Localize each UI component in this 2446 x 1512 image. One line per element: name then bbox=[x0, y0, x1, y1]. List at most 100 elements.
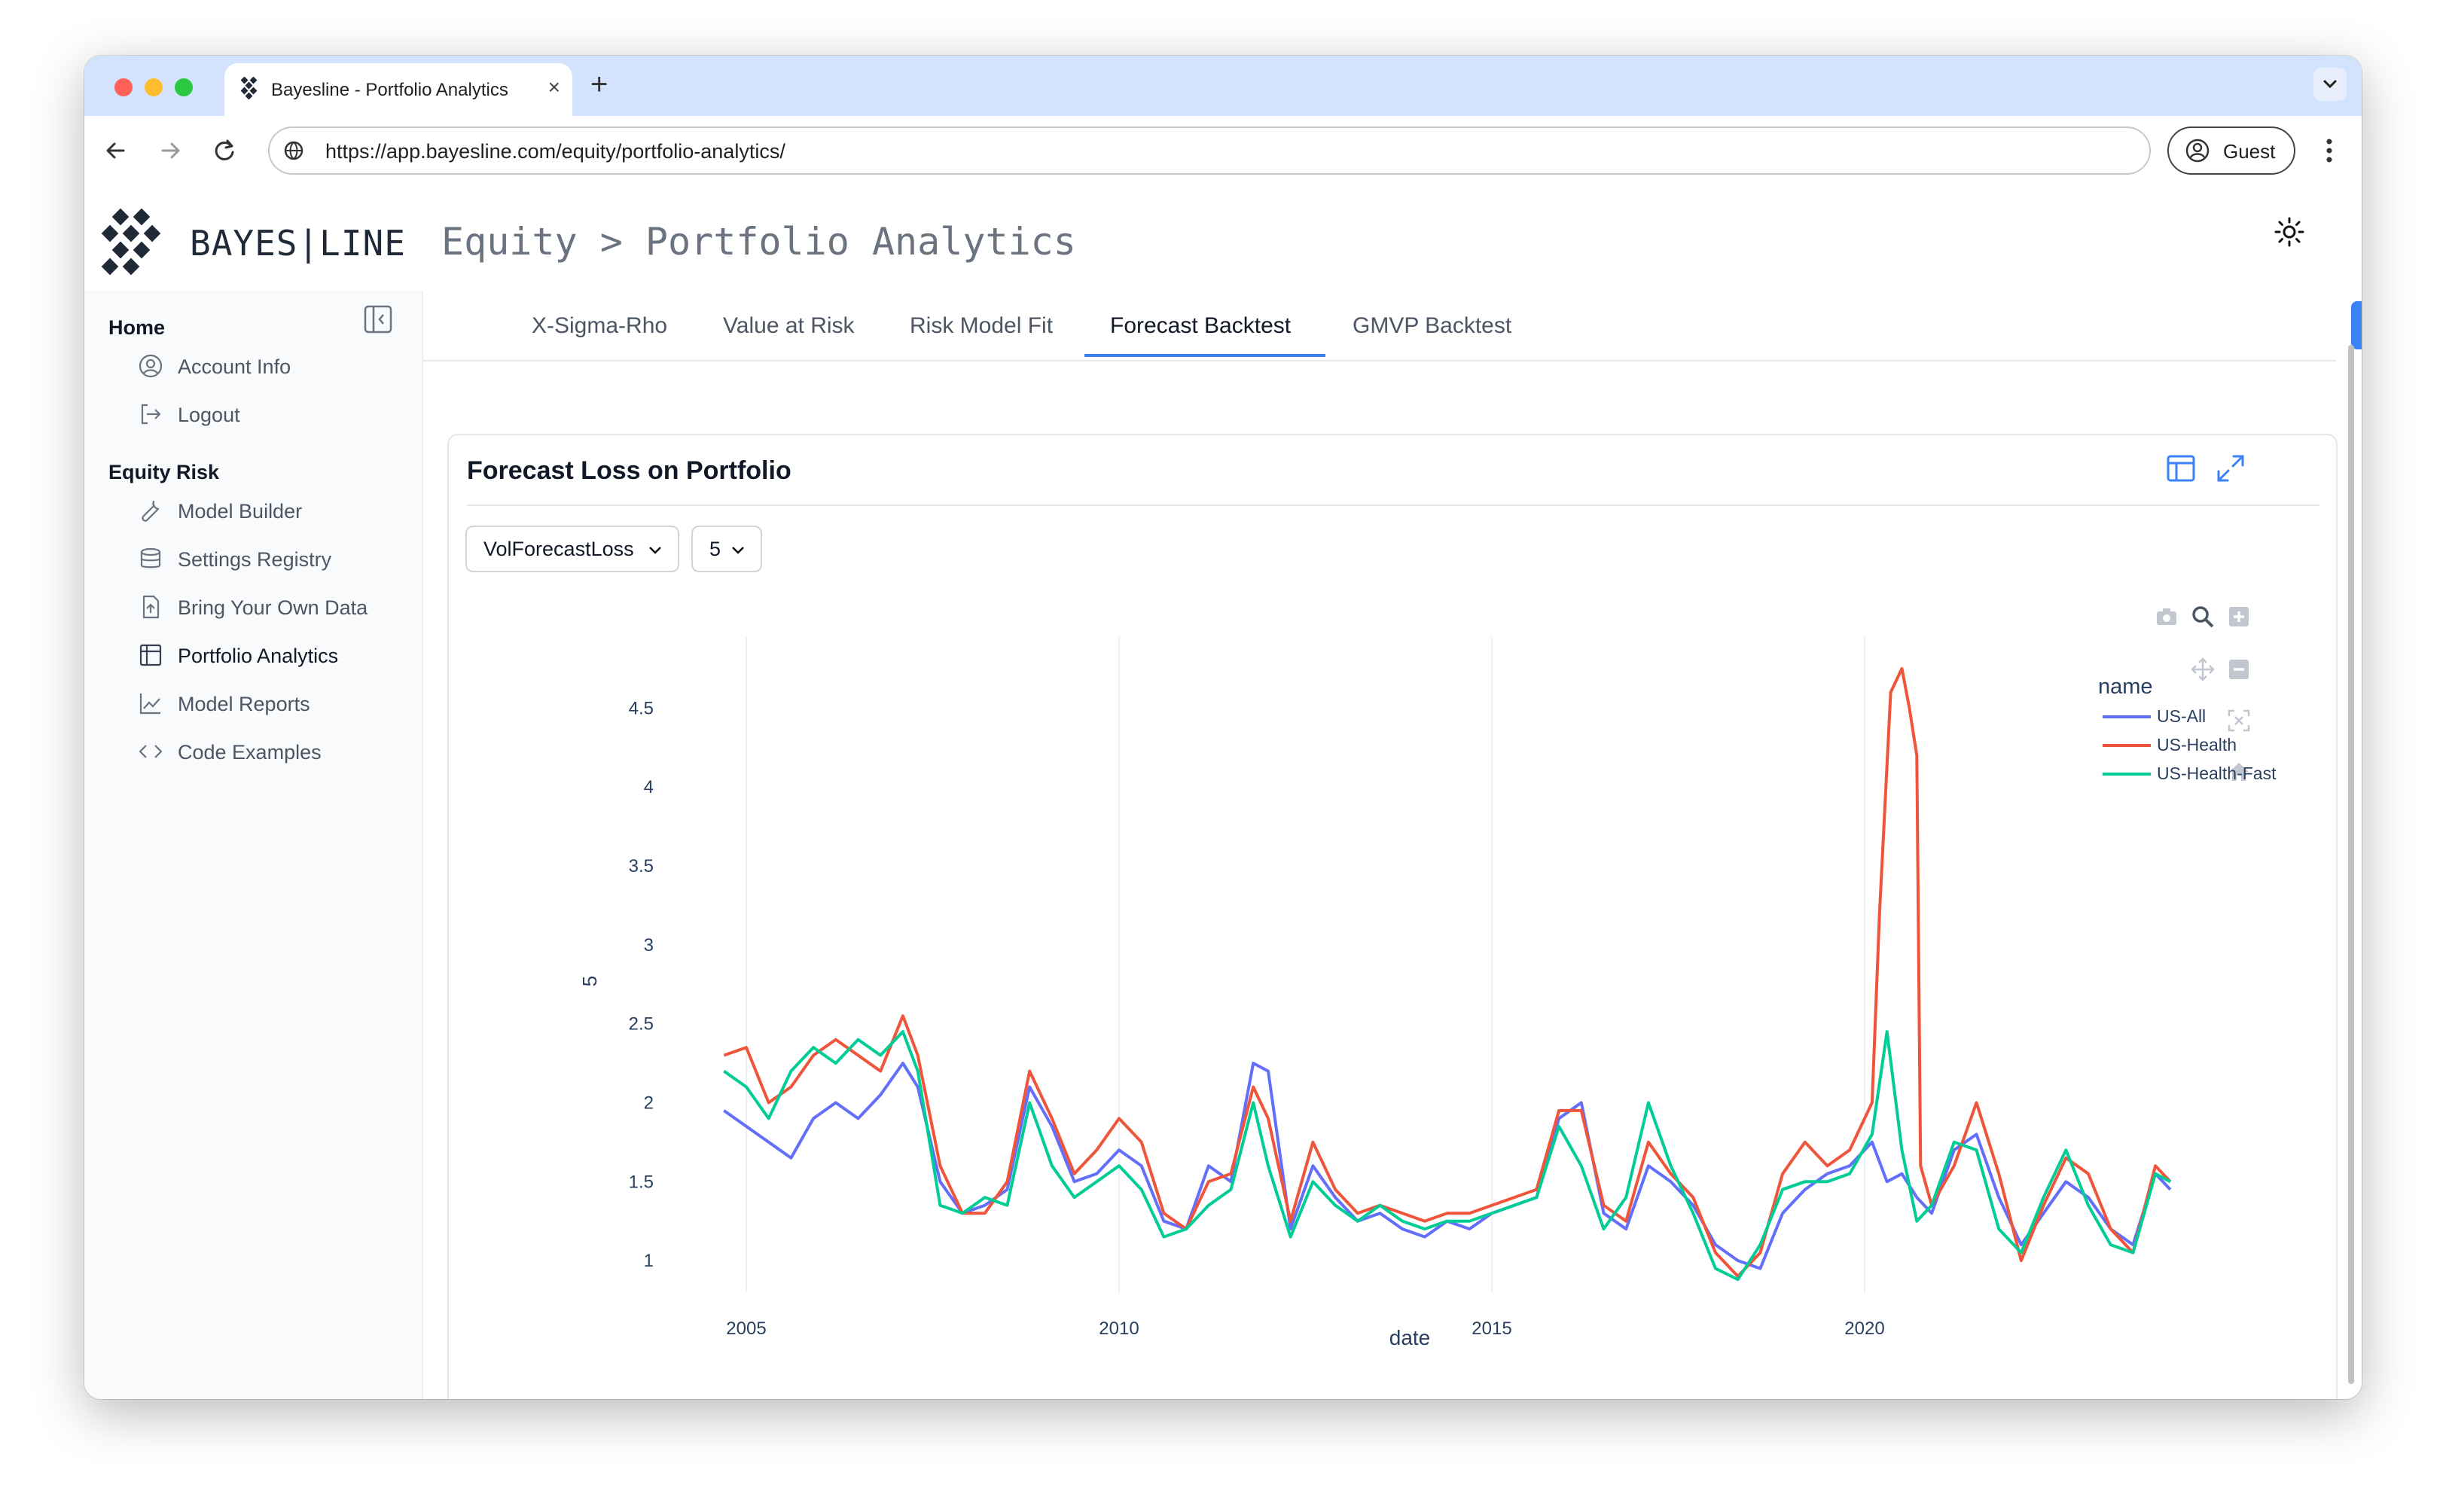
sidebar-item-model-reports[interactable]: Model Reports bbox=[137, 685, 408, 721]
x-tick-label: 2005 bbox=[726, 1318, 766, 1339]
metric-select[interactable]: VolForecastLoss bbox=[465, 526, 679, 572]
sidebar-item-label: Portfolio Analytics bbox=[178, 645, 339, 667]
series-line-us-health-fast[interactable] bbox=[723, 1030, 2171, 1282]
y-axis-label: 5 bbox=[578, 976, 601, 986]
brand-name: BAYES|LINE bbox=[190, 223, 406, 264]
line-chart-icon bbox=[139, 694, 160, 715]
browser-tab[interactable]: Bayesline - Portfolio Analytics × bbox=[224, 63, 572, 116]
site-info-icon[interactable] bbox=[282, 139, 306, 163]
window-select-value: 5 bbox=[709, 538, 721, 560]
sidebar-item-settings-registry[interactable]: Settings Registry bbox=[137, 541, 408, 577]
tab-search-button[interactable] bbox=[2313, 68, 2347, 101]
tab-risk-model-fit[interactable]: Risk Model Fit bbox=[910, 313, 1054, 338]
sidebar-item-label: Account Info bbox=[178, 355, 291, 378]
legend-swatch bbox=[2103, 773, 2151, 776]
y-tick-label: 4.5 bbox=[629, 698, 654, 718]
y-tick-label: 1.5 bbox=[629, 1172, 654, 1192]
table-view-icon[interactable] bbox=[2164, 452, 2197, 485]
legend-title: name bbox=[2098, 675, 2153, 699]
sidebar-item-label: Settings Registry bbox=[178, 548, 332, 571]
sidebar-item-bring-your-own-data[interactable]: Bring Your Own Data bbox=[137, 589, 408, 625]
reload-icon[interactable] bbox=[208, 134, 241, 167]
sidebar-item-model-builder[interactable]: Model Builder bbox=[137, 492, 408, 529]
y-tick-label: 2 bbox=[644, 1093, 654, 1113]
x-axis-label: date bbox=[1389, 1326, 1431, 1349]
table-icon bbox=[139, 644, 162, 666]
sidebar-item-label: Model Reports bbox=[178, 693, 310, 715]
minimize-window-button[interactable] bbox=[145, 78, 163, 96]
camera-icon[interactable] bbox=[2154, 604, 2179, 629]
browser-menu-icon[interactable] bbox=[2318, 133, 2341, 169]
sun-icon[interactable] bbox=[2273, 215, 2306, 248]
zoom-out-icon[interactable] bbox=[2226, 657, 2252, 682]
bayesline-logo-icon[interactable] bbox=[101, 208, 169, 283]
series-line-us-health[interactable] bbox=[723, 666, 2172, 1278]
tab-forecast-backtest[interactable]: Forecast Backtest bbox=[1110, 313, 1292, 338]
metric-select-value: VolForecastLoss bbox=[483, 538, 634, 560]
profile-label: Guest bbox=[2223, 140, 2276, 163]
autoscale-icon[interactable] bbox=[2226, 708, 2252, 733]
x-tick-label: 2020 bbox=[1844, 1318, 1884, 1339]
sidebar: Home Account Info Logout Equity Risk bbox=[84, 291, 423, 1399]
reset-axes-home-icon[interactable] bbox=[2226, 759, 2252, 785]
forecast-loss-card: Forecast Loss on Portfolio VolForecastLo… bbox=[447, 434, 2338, 1399]
sidebar-heading-home: Home bbox=[108, 316, 166, 339]
new-tab-button[interactable]: + bbox=[590, 68, 608, 101]
chevron-down-icon bbox=[649, 547, 661, 554]
legend-item-us-all[interactable]: US-All bbox=[2103, 705, 2298, 729]
page-scrollbar[interactable] bbox=[2348, 345, 2354, 1384]
tab-gmvp-backtest[interactable]: GMVP Backtest bbox=[1353, 313, 1512, 338]
analytics-tabs: X-Sigma-Rho Value at Risk Risk Model Fit… bbox=[423, 291, 2362, 361]
forward-arrow-icon[interactable] bbox=[154, 134, 187, 167]
collapse-sidebar-icon[interactable] bbox=[363, 304, 393, 334]
back-arrow-icon[interactable] bbox=[99, 134, 133, 167]
sidebar-item-account-info[interactable]: Account Info bbox=[137, 348, 408, 384]
forecast-loss-line-chart[interactable]: 1 1.5 2 2.5 3 3.5 4 4.5 2005 2010 2015 2020 date 5 bbox=[536, 592, 2193, 1390]
active-tab-indicator bbox=[1084, 354, 1325, 357]
database-icon bbox=[140, 547, 161, 569]
tab-value-at-risk[interactable]: Value at Risk bbox=[723, 313, 855, 338]
y-tick-label: 3 bbox=[644, 935, 654, 956]
bayesline-favicon-icon bbox=[240, 77, 258, 99]
sidebar-item-label: Bring Your Own Data bbox=[178, 596, 368, 619]
x-tick-label: 2015 bbox=[1472, 1318, 1511, 1339]
close-tab-icon[interactable]: × bbox=[547, 75, 560, 99]
sidebar-item-code-examples[interactable]: Code Examples bbox=[137, 733, 408, 770]
profile-button[interactable]: Guest bbox=[2167, 127, 2295, 175]
address-bar[interactable]: https://app.bayesline.com/equity/portfol… bbox=[268, 127, 2151, 175]
y-tick-label: 4 bbox=[644, 777, 654, 797]
pan-icon[interactable] bbox=[2190, 657, 2216, 682]
legend-swatch bbox=[2103, 715, 2151, 718]
sidebar-item-logout[interactable]: Logout bbox=[137, 396, 408, 432]
sidebar-heading-equity-risk: Equity Risk bbox=[108, 461, 220, 483]
sidebar-item-label: Model Builder bbox=[178, 500, 303, 523]
user-circle-icon bbox=[139, 354, 163, 378]
close-window-button[interactable] bbox=[114, 78, 133, 96]
profile-avatar-icon bbox=[2185, 139, 2210, 163]
breadcrumb: Equity > Portfolio Analytics bbox=[441, 220, 1076, 264]
maximize-window-button[interactable] bbox=[175, 78, 193, 96]
settings-button[interactable] bbox=[2351, 301, 2362, 349]
x-tick-label: 2010 bbox=[1099, 1318, 1139, 1339]
legend-swatch bbox=[2103, 744, 2151, 747]
expand-icon[interactable] bbox=[2214, 452, 2247, 485]
sidebar-item-portfolio-analytics[interactable]: Portfolio Analytics bbox=[137, 637, 408, 673]
browser-window: Bayesline - Portfolio Analytics × + http… bbox=[84, 56, 2362, 1399]
legend-item-us-health-fast[interactable]: US-Health-Fast bbox=[2103, 762, 2298, 786]
legend-label: US-All bbox=[2157, 706, 2207, 726]
card-title: Forecast Loss on Portfolio bbox=[467, 456, 791, 485]
file-upload-icon bbox=[142, 595, 160, 619]
sidebar-item-label: Code Examples bbox=[178, 741, 322, 764]
browser-tabstrip: Bayesline - Portfolio Analytics × + bbox=[84, 56, 2362, 116]
tab-x-sigma-rho[interactable]: X-Sigma-Rho bbox=[532, 313, 668, 338]
browser-toolbar: https://app.bayesline.com/equity/portfol… bbox=[84, 116, 2362, 186]
legend-item-us-health[interactable]: US-Health bbox=[2103, 733, 2298, 758]
window-select[interactable]: 5 bbox=[691, 526, 762, 572]
app-container: BAYES|LINE Equity > Portfolio Analytics … bbox=[84, 185, 2362, 1399]
zoom-in-icon[interactable] bbox=[2226, 604, 2252, 629]
sidebar-item-label: Logout bbox=[178, 404, 240, 426]
logout-icon bbox=[141, 404, 161, 425]
legend-label: US-Health bbox=[2157, 735, 2237, 754]
zoom-icon[interactable] bbox=[2190, 604, 2216, 629]
chevron-down-icon bbox=[732, 547, 744, 554]
